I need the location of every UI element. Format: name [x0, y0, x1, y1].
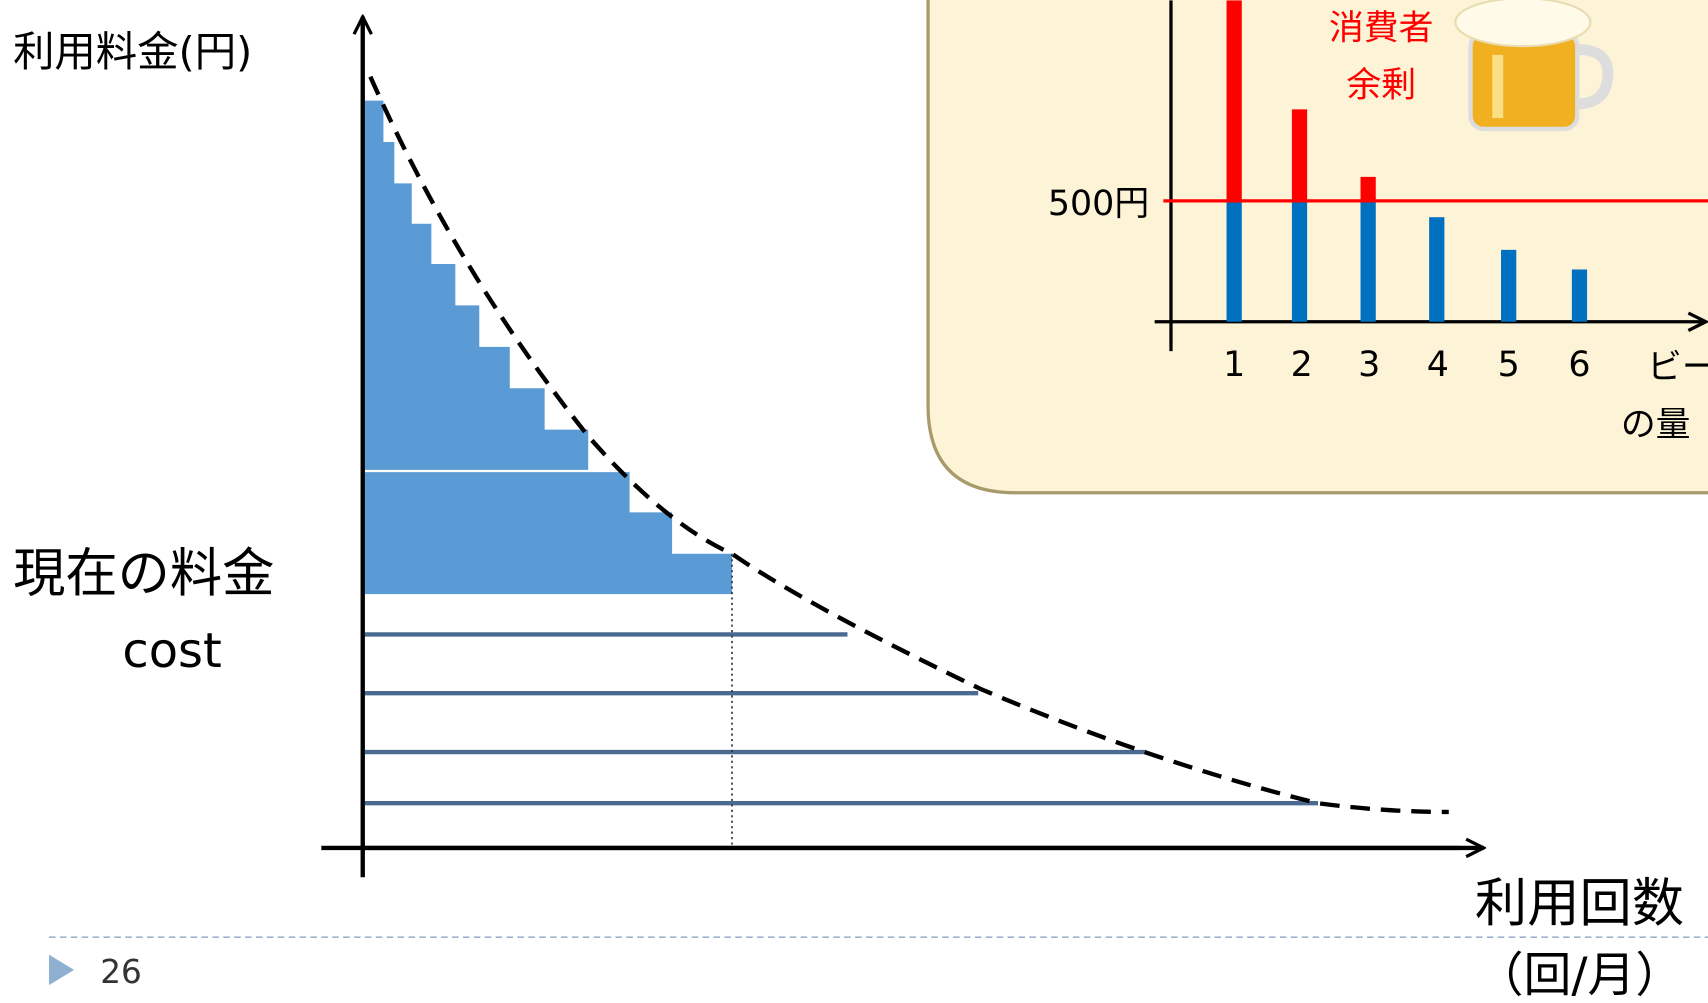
inset-panel	[928, 0, 1708, 493]
surplus-label: 余剰	[1346, 65, 1416, 105]
page-number: 26	[100, 953, 142, 991]
price-bar	[1227, 201, 1242, 322]
quantity-label: 3	[1358, 345, 1380, 385]
inset-x-label: の量	[1621, 405, 1691, 445]
y-axis-label: 利用料金(円)	[13, 28, 252, 76]
quantity-label: 2	[1291, 345, 1313, 385]
surplus-bar	[1227, 0, 1242, 200]
page: {"slide": {"y_axis_label": "利用料金(円)", "c…	[0, 0, 1708, 1003]
price-bar	[1361, 201, 1376, 322]
current-price-en: cost	[122, 624, 221, 679]
value-bar	[1501, 250, 1516, 322]
quantity-label: 5	[1498, 345, 1520, 385]
value-bar	[1572, 269, 1587, 321]
current-price-label: 現在の料金	[13, 543, 274, 604]
footer-marker	[49, 955, 74, 986]
x-axis-label: 利用回数	[1475, 873, 1684, 934]
x-axis-unit: （回/月）	[1476, 949, 1684, 1003]
value-bar	[1429, 217, 1444, 322]
quantity-label: 6	[1568, 345, 1590, 385]
price-label: 500円	[1048, 184, 1149, 224]
inset-x-label: ビー	[1647, 347, 1708, 387]
slide: 500円 消費者 余剰 1 2 3 4 5 6 ビー の量 利用料金(円) 現在…	[0, 0, 1708, 1003]
quantity-label: 4	[1427, 345, 1449, 385]
surplus-bar	[1361, 177, 1376, 201]
price-bar	[1292, 201, 1307, 322]
surplus-bar	[1292, 109, 1307, 201]
surplus-label: 消費者	[1329, 9, 1434, 49]
usage-lines	[365, 634, 1460, 848]
quantity-label: 1	[1223, 345, 1245, 385]
